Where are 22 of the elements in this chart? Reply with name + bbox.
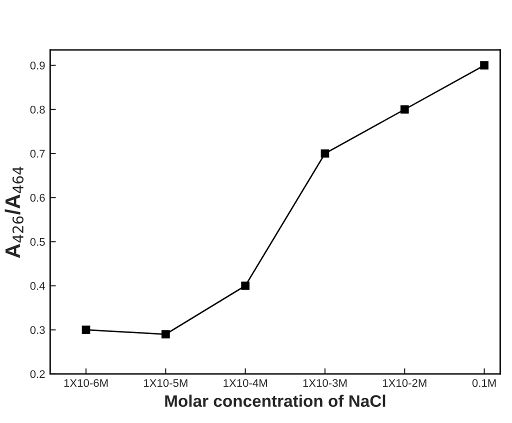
y-tick-label: 0.2: [30, 370, 45, 378]
x-tick-label: 1X10-3M: [303, 379, 347, 387]
x-tick-label: 1X10-2M: [382, 379, 426, 387]
x-axis-title: Molar concentration of NaCl: [165, 394, 386, 407]
x-tick-label: 1X10-6M: [64, 379, 108, 387]
x-tick-label: 1X10-4M: [224, 379, 267, 387]
x-tick-label: 1X10-5M: [144, 379, 188, 387]
point: [400, 105, 409, 114]
y-tick-label: 0.8: [30, 106, 45, 114]
y-tick-label: 0.5: [30, 238, 45, 246]
y-tick-label: 0.9: [30, 62, 45, 70]
point: [162, 330, 170, 338]
y-tick-label: 0.4: [30, 282, 45, 290]
y-axis-title: A$_{426}$/A$_{464}$: [4, 166, 24, 258]
point: [241, 282, 250, 290]
y-tick-label: 0.6: [30, 194, 45, 202]
point: [320, 149, 330, 158]
y-tick-label: 0.7: [30, 150, 45, 158]
y-tick-label: 0.3: [30, 326, 45, 334]
point: [480, 61, 488, 70]
point: [82, 326, 90, 334]
x-tick-label: 0.1M: [472, 379, 496, 387]
